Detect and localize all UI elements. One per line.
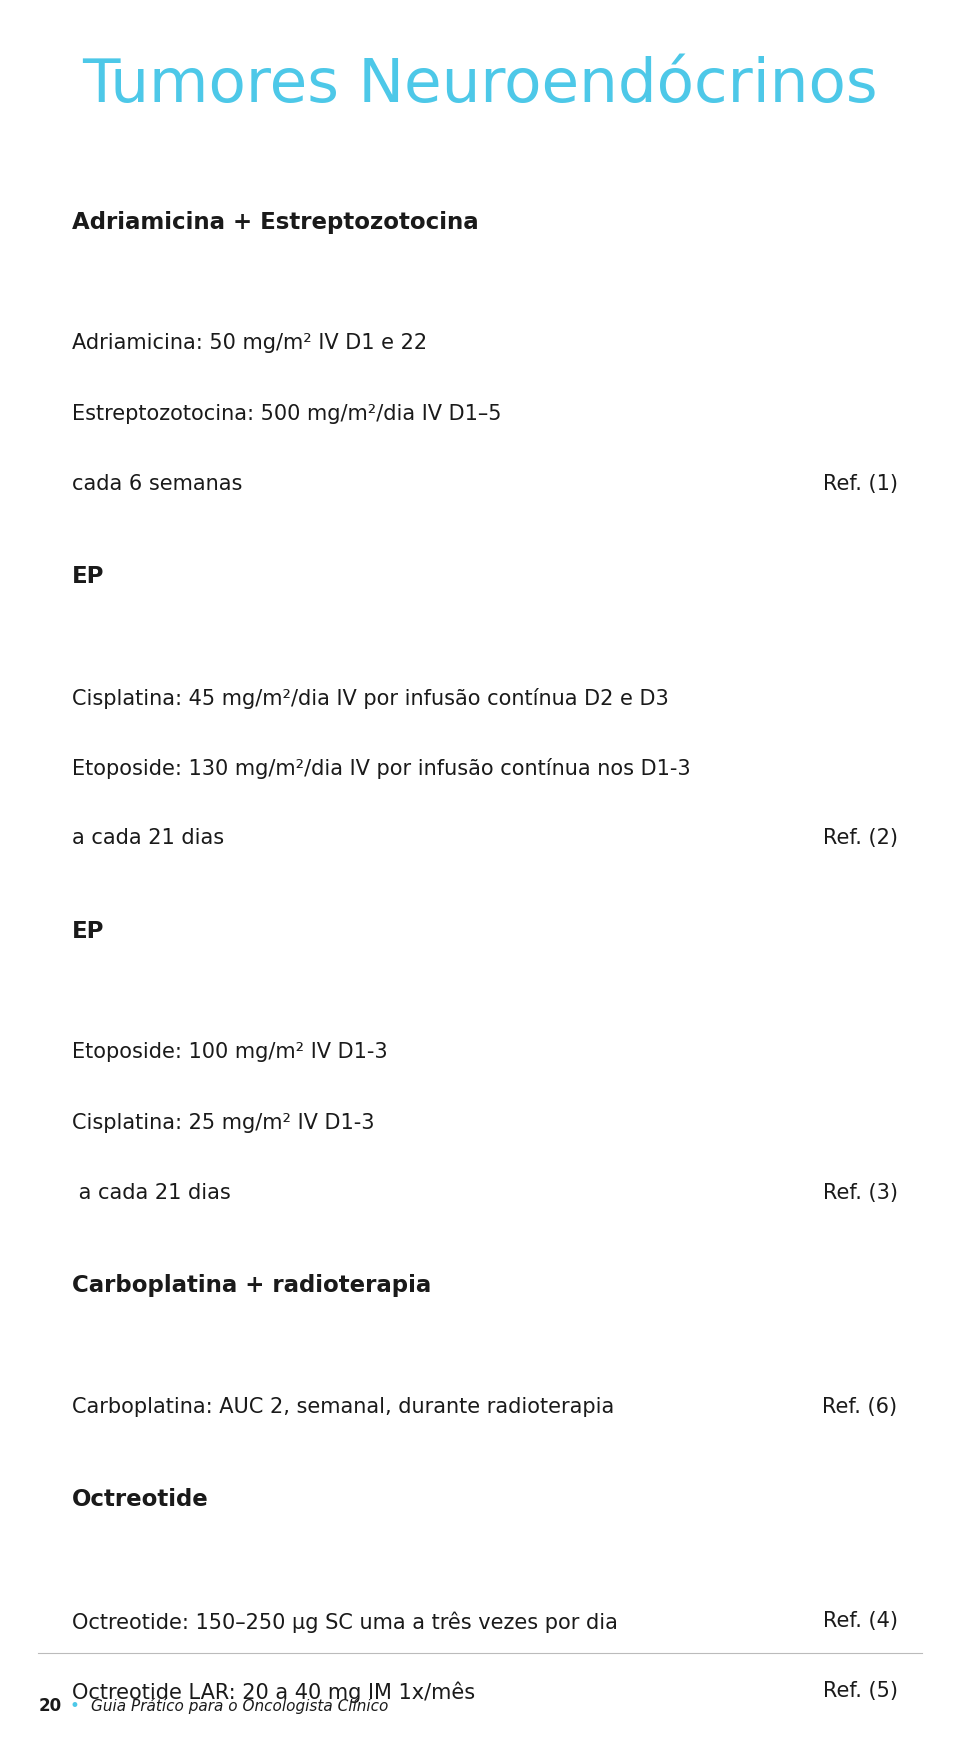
Text: Octreotide: 150–250 μg SC uma a três vezes por dia: Octreotide: 150–250 μg SC uma a três vez…: [72, 1611, 618, 1632]
Text: a cada 21 dias: a cada 21 dias: [72, 1183, 230, 1202]
Text: Ref. (4): Ref. (4): [823, 1611, 898, 1630]
Text: Ref. (5): Ref. (5): [823, 1681, 898, 1701]
Text: Carboplatina + radioterapia: Carboplatina + radioterapia: [72, 1274, 431, 1297]
Text: Carboplatina: AUC 2, semanal, durante radioterapia: Carboplatina: AUC 2, semanal, durante ra…: [72, 1397, 614, 1416]
Text: EP: EP: [72, 920, 105, 942]
Text: Cisplatina: 45 mg/m²/dia IV por infusão contínua D2 e D3: Cisplatina: 45 mg/m²/dia IV por infusão …: [72, 688, 669, 709]
Text: a cada 21 dias: a cada 21 dias: [72, 828, 224, 848]
Text: 20: 20: [38, 1697, 61, 1715]
Text: Cisplatina: 25 mg/m² IV D1-3: Cisplatina: 25 mg/m² IV D1-3: [72, 1113, 374, 1132]
Text: Tumores Neuroendócrinos: Tumores Neuroendócrinos: [83, 56, 877, 116]
Text: Etoposide: 130 mg/m²/dia IV por infusão contínua nos D1-3: Etoposide: 130 mg/m²/dia IV por infusão …: [72, 758, 690, 779]
Text: Adriamicina: 50 mg/m² IV D1 e 22: Adriamicina: 50 mg/m² IV D1 e 22: [72, 333, 427, 353]
Text: Octreotide LAR: 20 a 40 mg IM 1x/mês: Octreotide LAR: 20 a 40 mg IM 1x/mês: [72, 1681, 475, 1702]
Text: Ref. (6): Ref. (6): [823, 1397, 898, 1416]
Text: Ref. (2): Ref. (2): [823, 828, 898, 848]
Text: Adriamicina + Estreptozotocina: Adriamicina + Estreptozotocina: [72, 211, 479, 233]
Text: EP: EP: [72, 565, 105, 588]
Text: cada 6 semanas: cada 6 semanas: [72, 474, 242, 493]
Text: Octreotide: Octreotide: [72, 1488, 208, 1511]
Text: Ref. (3): Ref. (3): [823, 1183, 898, 1202]
Text: Estreptozotocina: 500 mg/m²/dia IV D1–5: Estreptozotocina: 500 mg/m²/dia IV D1–5: [72, 404, 501, 423]
Text: Guia Prático para o Oncologista Clínico: Guia Prático para o Oncologista Clínico: [91, 1697, 389, 1715]
Text: Ref. (1): Ref. (1): [823, 474, 898, 493]
Text: •: •: [70, 1697, 80, 1715]
Text: Etoposide: 100 mg/m² IV D1-3: Etoposide: 100 mg/m² IV D1-3: [72, 1042, 388, 1062]
